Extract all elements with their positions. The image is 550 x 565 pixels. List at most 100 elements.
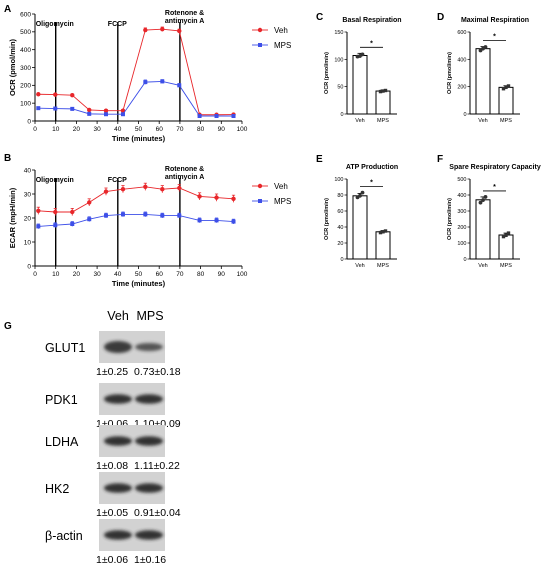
series-line-mps	[38, 80, 234, 117]
data-point-mps	[70, 222, 75, 226]
x-tick-label: 80	[197, 126, 205, 133]
data-point-veh	[53, 92, 58, 97]
y-tick-label: 0	[340, 257, 343, 263]
data-point-mps	[197, 114, 202, 119]
data-point-mps	[120, 212, 125, 217]
data-point-mps	[214, 114, 219, 119]
quant-veh: 1±0.05	[96, 507, 128, 519]
data-point-mps	[87, 217, 92, 222]
significance-star: *	[493, 184, 496, 191]
bar-mps	[498, 86, 514, 115]
y-axis-title: OCR (pmol/min)	[324, 52, 330, 94]
data-point-veh	[143, 27, 148, 33]
x-tick-label: 40	[114, 126, 122, 133]
x-tick-label: 20	[73, 126, 81, 133]
y-axis-title: OCR (pmol/min)	[447, 198, 453, 240]
bar-mps	[498, 234, 514, 260]
data-point-veh	[70, 209, 75, 215]
data-point-veh	[160, 187, 165, 192]
panel-label-g: G	[4, 321, 12, 332]
x-tick-label: 60	[156, 271, 164, 278]
panel-label-f: F	[437, 154, 443, 165]
injection-label: antimycin A	[165, 18, 204, 25]
x-tick-label: 10	[52, 126, 60, 133]
y-tick-label: 50	[337, 85, 343, 91]
replicate-point	[360, 190, 365, 195]
x-tick-label: 70	[176, 271, 184, 278]
spare-capacity-chart: 0 100 200 300 400 500 Spare Respiratory Capaci…	[447, 164, 541, 269]
significance-star: *	[370, 40, 373, 47]
data-point-veh	[87, 107, 92, 113]
y-tick-label: 40	[337, 225, 343, 231]
y-axis-title: OCR (pmol/min)	[8, 38, 17, 96]
series-line-mps	[38, 213, 234, 227]
y-tick-label: 100	[334, 57, 343, 63]
data-point-mps	[197, 218, 202, 223]
replicate-point	[381, 230, 385, 234]
injection-label: Oligomycin	[36, 21, 74, 28]
protein-label: GLUT1	[45, 341, 85, 355]
data-point-veh	[36, 92, 41, 97]
x-axis-title: Time (minutes)	[112, 134, 166, 143]
bar-veh	[352, 195, 368, 260]
y-tick-label: 100	[20, 100, 31, 107]
data-point-mps	[231, 114, 236, 119]
band-veh	[104, 483, 132, 493]
x-tick-label: MPS	[500, 263, 512, 269]
y-tick-label: 500	[457, 177, 466, 183]
x-tick-label: 70	[176, 126, 184, 133]
replicate-point	[383, 229, 388, 233]
protein-label: β-actin	[45, 529, 83, 543]
chart-title: Maximal Respiration	[461, 17, 529, 24]
panel-label-c: C	[316, 12, 323, 23]
y-tick-label: 400	[20, 47, 31, 54]
bar-veh	[475, 48, 491, 115]
data-point-mps	[214, 218, 219, 223]
y-tick-label: 300	[20, 65, 31, 72]
band-mps	[135, 343, 163, 351]
data-point-veh	[120, 108, 126, 113]
replicate-point	[481, 198, 485, 203]
data-point-mps	[160, 79, 165, 84]
x-tick-label: 30	[93, 271, 101, 278]
x-tick-label: 100	[237, 126, 248, 133]
lane-label-mps: MPS	[136, 309, 163, 323]
x-tick-label: 0	[33, 126, 37, 133]
band-veh	[104, 394, 132, 404]
ocr-time-course-chart: 0 100 200 300 400 500 600 0 10 20 30 40 50 60 70 80 90 10…	[8, 10, 291, 143]
bar-mps	[375, 231, 391, 260]
replicate-point	[504, 85, 508, 90]
y-tick-label: 100	[334, 177, 343, 183]
data-point-mps	[87, 111, 92, 116]
data-point-veh	[87, 200, 92, 205]
significance-star: *	[370, 180, 373, 187]
legend-label: MPS	[274, 41, 291, 50]
lane-label-veh: Veh	[107, 309, 129, 323]
replicate-point	[501, 234, 506, 239]
band-mps	[135, 483, 163, 493]
x-tick-label: MPS	[377, 118, 389, 124]
data-point-mps	[177, 213, 182, 218]
data-point-mps	[70, 106, 75, 111]
y-tick-label: 600	[20, 11, 31, 18]
y-tick-label: 0	[27, 118, 31, 125]
y-tick-label: 40	[24, 167, 32, 174]
x-tick-label: 0	[33, 271, 37, 278]
data-point-veh	[120, 187, 126, 192]
band-mps	[135, 530, 163, 540]
data-point-veh	[177, 28, 182, 34]
series-line-veh	[38, 28, 234, 116]
data-point-veh	[143, 184, 148, 189]
data-point-mps	[143, 212, 148, 217]
bar-veh	[352, 55, 368, 115]
quant-mps: 1±0.16	[134, 554, 166, 565]
x-tick-label: Veh	[478, 118, 487, 124]
injection-label: antimycin A	[165, 174, 204, 181]
y-tick-label: 300	[457, 209, 466, 215]
y-tick-label: 600	[457, 30, 466, 36]
bar-veh	[475, 199, 491, 260]
x-tick-label: 50	[135, 271, 143, 278]
data-point-veh	[214, 195, 219, 200]
replicate-point	[478, 200, 483, 205]
